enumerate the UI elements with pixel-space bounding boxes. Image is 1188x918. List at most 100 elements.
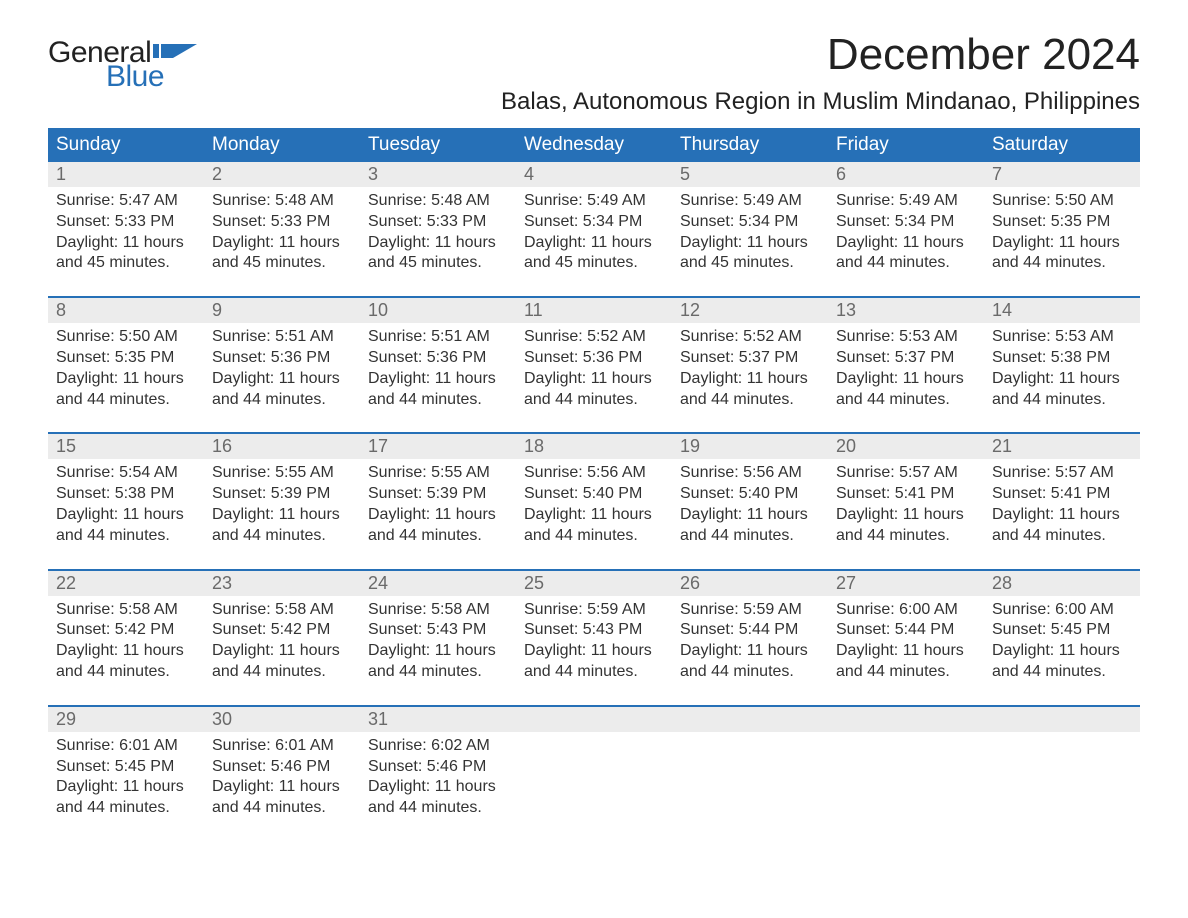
sunset-text: Sunset: 5:43 PM bbox=[368, 620, 508, 641]
sunrise-text: Sunrise: 5:52 AM bbox=[524, 327, 664, 348]
header: General Blue December 2024 Balas, Autono… bbox=[48, 30, 1140, 116]
month-title: December 2024 bbox=[501, 30, 1140, 80]
day-info-cell bbox=[516, 732, 672, 819]
day-header-cell: Wednesday bbox=[516, 128, 672, 162]
date-number: 9 bbox=[204, 298, 360, 323]
day-info-cell: Sunrise: 5:50 AMSunset: 5:35 PMDaylight:… bbox=[984, 187, 1140, 274]
daylight-text: Daylight: 11 hours and 44 minutes. bbox=[836, 233, 976, 275]
date-number: 22 bbox=[48, 571, 204, 596]
location-text: Balas, Autonomous Region in Muslim Minda… bbox=[501, 88, 1140, 116]
date-number: 29 bbox=[48, 707, 204, 732]
sunrise-text: Sunrise: 5:54 AM bbox=[56, 463, 196, 484]
sunrise-text: Sunrise: 5:50 AM bbox=[56, 327, 196, 348]
day-info-cell: Sunrise: 5:48 AMSunset: 5:33 PMDaylight:… bbox=[204, 187, 360, 274]
daylight-text: Daylight: 11 hours and 44 minutes. bbox=[524, 369, 664, 411]
sunset-text: Sunset: 5:44 PM bbox=[680, 620, 820, 641]
daylight-text: Daylight: 11 hours and 44 minutes. bbox=[992, 505, 1132, 547]
date-number: 2 bbox=[204, 162, 360, 187]
date-number: 8 bbox=[48, 298, 204, 323]
sunrise-text: Sunrise: 5:56 AM bbox=[680, 463, 820, 484]
sunrise-text: Sunrise: 5:53 AM bbox=[836, 327, 976, 348]
sunset-text: Sunset: 5:45 PM bbox=[992, 620, 1132, 641]
sunset-text: Sunset: 5:36 PM bbox=[524, 348, 664, 369]
sunset-text: Sunset: 5:42 PM bbox=[212, 620, 352, 641]
day-header-cell: Sunday bbox=[48, 128, 204, 162]
date-number: 18 bbox=[516, 434, 672, 459]
daylight-text: Daylight: 11 hours and 44 minutes. bbox=[836, 505, 976, 547]
day-header-cell: Tuesday bbox=[360, 128, 516, 162]
day-info-cell: Sunrise: 5:58 AMSunset: 5:43 PMDaylight:… bbox=[360, 596, 516, 683]
date-number: 7 bbox=[984, 162, 1140, 187]
day-info-cell: Sunrise: 5:57 AMSunset: 5:41 PMDaylight:… bbox=[828, 459, 984, 546]
calendar: SundayMondayTuesdayWednesdayThursdayFrid… bbox=[48, 128, 1140, 819]
sunrise-text: Sunrise: 5:56 AM bbox=[524, 463, 664, 484]
day-info-cell: Sunrise: 6:00 AMSunset: 5:44 PMDaylight:… bbox=[828, 596, 984, 683]
sunrise-text: Sunrise: 5:57 AM bbox=[992, 463, 1132, 484]
day-info-cell: Sunrise: 5:52 AMSunset: 5:36 PMDaylight:… bbox=[516, 323, 672, 410]
sunset-text: Sunset: 5:34 PM bbox=[524, 212, 664, 233]
day-info-cell: Sunrise: 6:00 AMSunset: 5:45 PMDaylight:… bbox=[984, 596, 1140, 683]
brand-logo: General Blue bbox=[48, 36, 199, 94]
date-number: 5 bbox=[672, 162, 828, 187]
sunset-text: Sunset: 5:40 PM bbox=[524, 484, 664, 505]
daylight-text: Daylight: 11 hours and 45 minutes. bbox=[524, 233, 664, 275]
date-number: 3 bbox=[360, 162, 516, 187]
sunset-text: Sunset: 5:39 PM bbox=[368, 484, 508, 505]
date-number bbox=[672, 707, 828, 732]
week-row: 15161718192021Sunrise: 5:54 AMSunset: 5:… bbox=[48, 432, 1140, 546]
sunset-text: Sunset: 5:44 PM bbox=[836, 620, 976, 641]
date-number: 11 bbox=[516, 298, 672, 323]
sunrise-text: Sunrise: 5:52 AM bbox=[680, 327, 820, 348]
sunset-text: Sunset: 5:45 PM bbox=[56, 757, 196, 778]
day-info-cell bbox=[984, 732, 1140, 819]
daylight-text: Daylight: 11 hours and 44 minutes. bbox=[56, 505, 196, 547]
sunrise-text: Sunrise: 5:53 AM bbox=[992, 327, 1132, 348]
date-number: 30 bbox=[204, 707, 360, 732]
sunrise-text: Sunrise: 5:48 AM bbox=[368, 191, 508, 212]
brand-text-blue: Blue bbox=[106, 60, 164, 94]
week-row: 891011121314Sunrise: 5:50 AMSunset: 5:35… bbox=[48, 296, 1140, 410]
sunrise-text: Sunrise: 6:00 AM bbox=[836, 600, 976, 621]
daylight-text: Daylight: 11 hours and 45 minutes. bbox=[680, 233, 820, 275]
date-number: 6 bbox=[828, 162, 984, 187]
sunset-text: Sunset: 5:41 PM bbox=[836, 484, 976, 505]
day-info-cell: Sunrise: 5:57 AMSunset: 5:41 PMDaylight:… bbox=[984, 459, 1140, 546]
sunrise-text: Sunrise: 5:55 AM bbox=[368, 463, 508, 484]
sunrise-text: Sunrise: 5:49 AM bbox=[524, 191, 664, 212]
daylight-text: Daylight: 11 hours and 44 minutes. bbox=[212, 505, 352, 547]
day-info-cell: Sunrise: 5:52 AMSunset: 5:37 PMDaylight:… bbox=[672, 323, 828, 410]
sunrise-text: Sunrise: 5:51 AM bbox=[212, 327, 352, 348]
date-number-row: 293031 bbox=[48, 707, 1140, 732]
sunrise-text: Sunrise: 5:49 AM bbox=[836, 191, 976, 212]
daylight-text: Daylight: 11 hours and 44 minutes. bbox=[992, 369, 1132, 411]
sunrise-text: Sunrise: 5:58 AM bbox=[56, 600, 196, 621]
sunrise-text: Sunrise: 5:59 AM bbox=[680, 600, 820, 621]
sunrise-text: Sunrise: 5:48 AM bbox=[212, 191, 352, 212]
sunrise-text: Sunrise: 5:57 AM bbox=[836, 463, 976, 484]
date-number: 21 bbox=[984, 434, 1140, 459]
date-number: 20 bbox=[828, 434, 984, 459]
daylight-text: Daylight: 11 hours and 44 minutes. bbox=[680, 369, 820, 411]
daylight-text: Daylight: 11 hours and 44 minutes. bbox=[212, 369, 352, 411]
date-number: 31 bbox=[360, 707, 516, 732]
date-number-row: 891011121314 bbox=[48, 298, 1140, 323]
date-number: 4 bbox=[516, 162, 672, 187]
sunrise-text: Sunrise: 5:58 AM bbox=[212, 600, 352, 621]
day-info-cell: Sunrise: 5:59 AMSunset: 5:44 PMDaylight:… bbox=[672, 596, 828, 683]
daylight-text: Daylight: 11 hours and 44 minutes. bbox=[368, 505, 508, 547]
date-number: 15 bbox=[48, 434, 204, 459]
day-info-cell: Sunrise: 5:49 AMSunset: 5:34 PMDaylight:… bbox=[516, 187, 672, 274]
sunrise-text: Sunrise: 5:59 AM bbox=[524, 600, 664, 621]
day-info-cell: Sunrise: 5:49 AMSunset: 5:34 PMDaylight:… bbox=[672, 187, 828, 274]
sunrise-text: Sunrise: 6:01 AM bbox=[56, 736, 196, 757]
date-number bbox=[828, 707, 984, 732]
sunset-text: Sunset: 5:46 PM bbox=[212, 757, 352, 778]
day-info-cell: Sunrise: 5:48 AMSunset: 5:33 PMDaylight:… bbox=[360, 187, 516, 274]
daylight-text: Daylight: 11 hours and 44 minutes. bbox=[992, 233, 1132, 275]
sunrise-text: Sunrise: 5:49 AM bbox=[680, 191, 820, 212]
date-number-row: 22232425262728 bbox=[48, 571, 1140, 596]
day-info-cell: Sunrise: 5:55 AMSunset: 5:39 PMDaylight:… bbox=[360, 459, 516, 546]
day-info-cell: Sunrise: 5:51 AMSunset: 5:36 PMDaylight:… bbox=[360, 323, 516, 410]
date-number: 14 bbox=[984, 298, 1140, 323]
sunset-text: Sunset: 5:38 PM bbox=[56, 484, 196, 505]
